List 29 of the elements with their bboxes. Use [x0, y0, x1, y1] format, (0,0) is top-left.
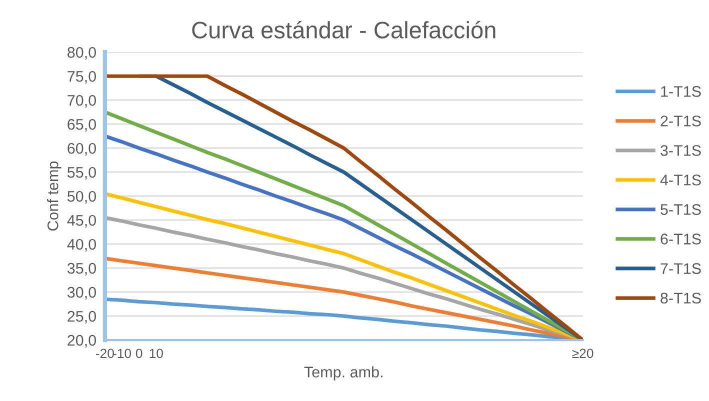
y-tick-label: 70,0	[68, 94, 96, 108]
y-tick-label: 75,0	[68, 70, 96, 84]
y-tick-label: 60,0	[68, 142, 96, 156]
x-tick-label: 10	[150, 348, 163, 358]
y-axis-title: Conf temp	[47, 161, 62, 231]
y-tick-label: 40,0	[67, 238, 96, 252]
y-tick-label: 50,0	[67, 190, 96, 204]
x-tick-label: 0	[136, 348, 142, 358]
legend-label: 7-T1S	[660, 263, 701, 274]
y-tick-label: 65,0	[68, 118, 96, 132]
legend-label: 1-T1S	[661, 86, 701, 97]
y-tick-label: 30,0	[67, 286, 96, 300]
legend-label: 5-T1S	[660, 204, 701, 215]
y-tick-label: 35,0	[67, 262, 96, 276]
y-tick-label: 80,0	[68, 47, 96, 60]
x-tick-label: ≥20	[572, 348, 594, 358]
legend-label: 2-T1S	[660, 116, 701, 126]
chart-title: Curva estándar - Calefacción	[192, 20, 496, 38]
y-tick-label: 45,0	[67, 214, 96, 228]
y-tick-label: 20,0	[68, 334, 96, 348]
y-tick-label: 55,0	[67, 166, 96, 180]
legend-label: 6-T1S	[660, 234, 701, 244]
y-tick-label: 25,0	[68, 310, 96, 324]
x-tick-label: -10	[113, 348, 132, 358]
legend-label: 8-T1S	[660, 292, 701, 304]
x-axis-title: Temp. amb.	[304, 366, 382, 380]
legend-label: 4-T1S	[660, 174, 701, 186]
x-tick-label: -20	[96, 348, 114, 358]
legend-label: 3-T1S	[660, 145, 701, 156]
